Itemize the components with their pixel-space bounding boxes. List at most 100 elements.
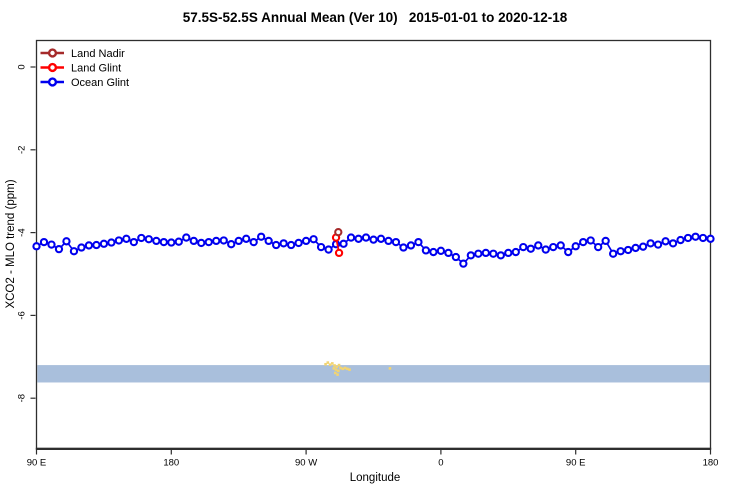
land-map-mark — [339, 366, 342, 370]
ocean-glint-point — [594, 242, 603, 252]
ocean-glint-point — [107, 238, 116, 247]
ocean-glint-point — [391, 237, 401, 247]
land-nadir-point — [334, 228, 343, 237]
ocean-glint-point — [122, 234, 131, 243]
ocean-glint-point — [354, 234, 363, 243]
x-axis-title: Longitude — [349, 472, 401, 484]
surface-type-band — [37, 365, 710, 383]
ocean-glint-point — [204, 237, 213, 247]
land-map-mark — [335, 365, 339, 369]
ocean-glint-point — [631, 243, 640, 253]
ocean-glint-point — [144, 235, 153, 244]
land-map-mark — [332, 367, 336, 370]
ocean-glint-point — [39, 237, 49, 247]
ocean-glint-point — [421, 246, 431, 255]
land-map-mark — [334, 371, 337, 375]
plot-border — [35, 39, 712, 450]
land-map-mark — [337, 363, 341, 367]
ocean-glint-point — [504, 248, 513, 258]
legend-item-label: Ocean Glint — [71, 77, 129, 89]
ocean-glint-point — [316, 242, 326, 252]
ocean-glint-point — [608, 249, 618, 258]
ocean-glint-point — [676, 235, 685, 245]
x-tick-label: 90 E — [27, 458, 47, 469]
ocean-glint-point — [534, 241, 543, 250]
land-map-mark — [343, 366, 347, 370]
ocean-glint-point — [294, 238, 303, 248]
ocean-glint-point — [638, 242, 648, 251]
ocean-glint-point — [646, 239, 655, 248]
y-tick-label: 0 — [17, 64, 28, 69]
ocean-glint-point — [496, 251, 505, 260]
ocean-glint-point — [376, 234, 386, 243]
ocean-glint-point — [683, 233, 693, 243]
ocean-glint-point — [511, 247, 520, 257]
land-map-mark — [333, 364, 336, 367]
y-tick-label: -6 — [17, 311, 28, 319]
ocean-glint-point — [661, 237, 670, 246]
ocean-glint-point — [114, 236, 124, 245]
legend-item-label: Land Glint — [71, 62, 121, 74]
ocean-glint-point — [152, 236, 161, 246]
ocean-glint-point — [279, 239, 288, 248]
ocean-glint-point — [286, 240, 296, 250]
ocean-glint-point — [361, 233, 371, 242]
legend-symbol-marker — [47, 48, 58, 58]
ocean-glint-point — [586, 236, 595, 245]
ocean-glint-point — [324, 245, 333, 254]
ocean-glint-point — [54, 245, 64, 254]
ocean-glint-point — [212, 236, 221, 246]
ocean-glint-point — [92, 240, 101, 250]
land-map-mark — [334, 368, 338, 371]
ocean-glint-point — [137, 233, 146, 243]
x-tick-label: 180 — [163, 458, 179, 469]
ocean-glint-point — [564, 247, 573, 257]
ocean-glint-point — [339, 239, 348, 248]
ocean-glint-point — [271, 240, 281, 250]
ocean-glint-point — [99, 239, 109, 248]
ocean-glint-point — [444, 248, 453, 258]
ocean-glint-point — [706, 234, 715, 243]
ocean-glint-point — [466, 251, 476, 260]
ocean-glint-point — [174, 237, 183, 246]
ocean-glint-point — [309, 235, 318, 244]
ocean-glint-point — [691, 232, 700, 241]
ocean-glint-point — [369, 235, 378, 244]
ocean-glint-point — [459, 259, 468, 268]
ocean-glint-point — [623, 245, 633, 255]
ocean-glint-point — [384, 236, 393, 246]
x-tick-label: 90 W — [295, 458, 317, 469]
ocean-glint-point — [69, 247, 79, 256]
legend-symbol-marker — [47, 62, 58, 73]
ocean-glint-point — [242, 234, 251, 243]
ocean-glint-point — [32, 242, 41, 251]
ocean-glint-point — [249, 237, 258, 247]
x-tick-label: 90 E — [566, 458, 586, 469]
ocean-glint-point — [436, 246, 446, 255]
ocean-glint-point — [62, 237, 71, 246]
land-map-mark — [337, 369, 340, 373]
ocean-glint-point — [526, 244, 535, 253]
chart-title: 57.5S-52.5S Annual Mean (Ver 10) 2015-01… — [182, 10, 568, 25]
ocean-glint-point — [301, 236, 311, 246]
x-tick-label: 180 — [703, 458, 719, 469]
ocean-glint-point — [429, 247, 438, 257]
land-map-mark — [345, 367, 349, 371]
ocean-glint-point — [346, 233, 356, 242]
land-map-mark — [341, 367, 345, 371]
ocean-glint-point — [234, 236, 243, 246]
ocean-glint-point — [84, 241, 94, 250]
land-map-mark — [331, 362, 334, 365]
legend-item-label: Land Nadir — [71, 48, 125, 60]
y-tick-label: -4 — [17, 228, 28, 236]
x-tick-label: 0 — [438, 458, 443, 469]
land-map-mark — [326, 361, 330, 364]
ocean-glint-point — [668, 239, 678, 248]
ocean-glint-point — [159, 237, 168, 247]
ocean-glint-point — [47, 240, 56, 249]
land-map-mark — [336, 373, 339, 376]
y-tick-label: -2 — [17, 146, 28, 154]
ocean-glint-point — [489, 249, 498, 258]
